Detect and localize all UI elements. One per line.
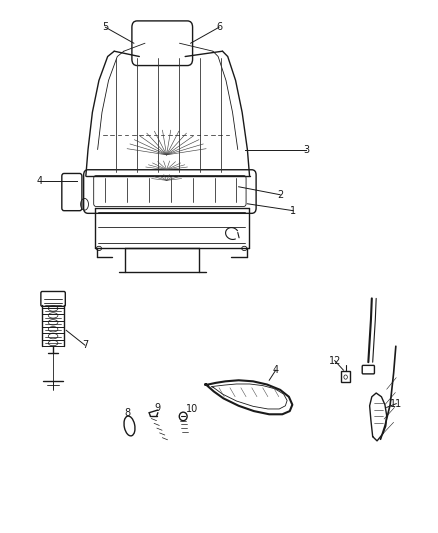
Text: 12: 12 [328, 356, 341, 366]
Text: 5: 5 [102, 22, 109, 33]
Text: 6: 6 [216, 22, 222, 33]
Polygon shape [370, 393, 387, 441]
Bar [341, 371, 350, 382]
Text: 9: 9 [154, 403, 160, 414]
Text: 11: 11 [390, 399, 403, 409]
Text: 7: 7 [82, 340, 88, 350]
Text: 10: 10 [186, 404, 198, 414]
Text: 8: 8 [124, 408, 131, 418]
Text: 1: 1 [290, 206, 296, 216]
Text: 2: 2 [277, 190, 283, 200]
Text: 4: 4 [273, 365, 279, 375]
Text: 4: 4 [37, 176, 43, 187]
Text: 3: 3 [303, 144, 309, 155]
